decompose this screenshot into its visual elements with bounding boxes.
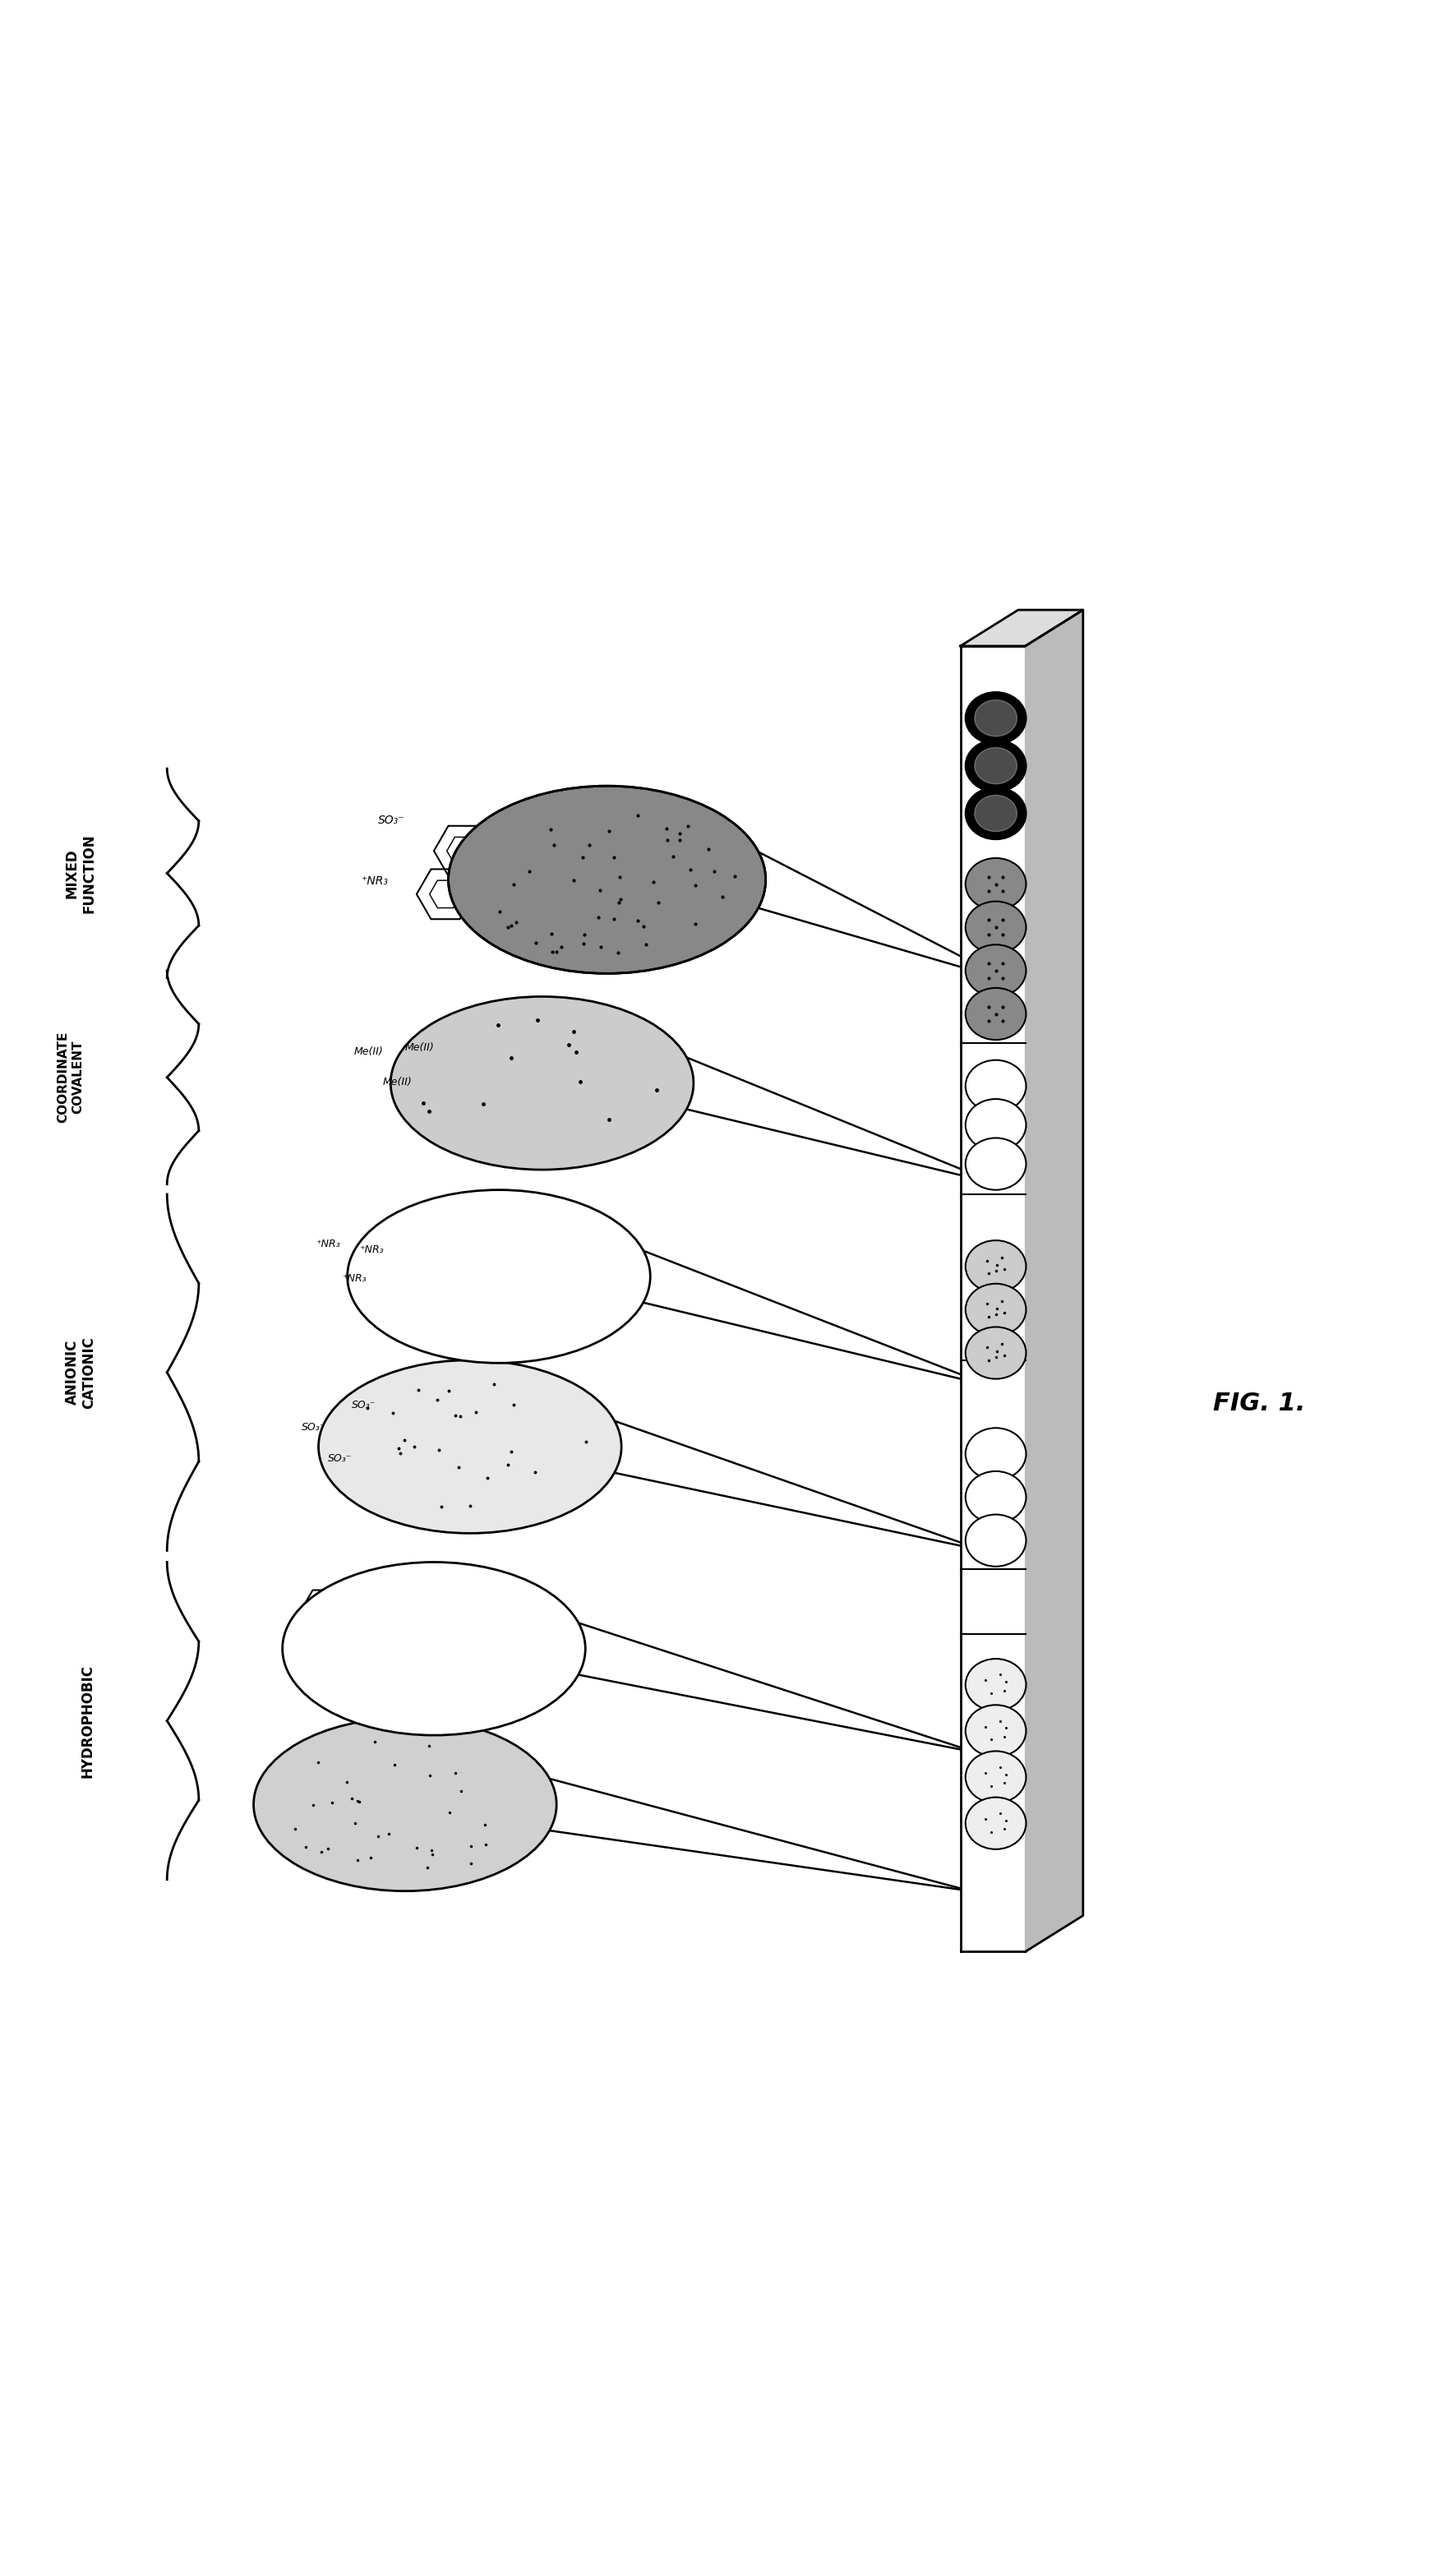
Ellipse shape bbox=[975, 747, 1017, 783]
Text: ⁺NR₃: ⁺NR₃ bbox=[316, 1239, 339, 1249]
Ellipse shape bbox=[965, 1139, 1025, 1190]
Ellipse shape bbox=[282, 1561, 585, 1736]
Ellipse shape bbox=[448, 786, 765, 974]
Ellipse shape bbox=[965, 1427, 1025, 1479]
Polygon shape bbox=[1025, 611, 1083, 1953]
Ellipse shape bbox=[965, 1242, 1025, 1293]
Polygon shape bbox=[960, 647, 1025, 1953]
Text: FIG. 1.: FIG. 1. bbox=[1212, 1391, 1304, 1414]
Text: SO₃⁻: SO₃⁻ bbox=[302, 1422, 325, 1432]
Text: Me(II): Me(II) bbox=[354, 1046, 383, 1056]
Ellipse shape bbox=[965, 1327, 1025, 1378]
Ellipse shape bbox=[965, 788, 1025, 840]
Text: SO₃⁻: SO₃⁻ bbox=[352, 1399, 375, 1412]
Polygon shape bbox=[960, 611, 1083, 647]
Ellipse shape bbox=[965, 1100, 1025, 1151]
Ellipse shape bbox=[347, 1190, 650, 1363]
Text: Me(II): Me(II) bbox=[404, 1043, 433, 1054]
Text: ⁺NR₃: ⁺NR₃ bbox=[360, 1244, 383, 1255]
Ellipse shape bbox=[965, 1061, 1025, 1113]
Text: COORDINATE
COVALENT: COORDINATE COVALENT bbox=[56, 1030, 84, 1123]
Ellipse shape bbox=[975, 796, 1017, 832]
Ellipse shape bbox=[318, 1360, 621, 1533]
Ellipse shape bbox=[965, 1283, 1025, 1334]
Ellipse shape bbox=[965, 739, 1025, 791]
Ellipse shape bbox=[390, 997, 693, 1170]
Ellipse shape bbox=[965, 1752, 1025, 1803]
Text: SO₃⁻: SO₃⁻ bbox=[378, 814, 404, 827]
Ellipse shape bbox=[965, 1705, 1025, 1757]
Text: MIXED
FUNCTION: MIXED FUNCTION bbox=[65, 835, 97, 912]
Ellipse shape bbox=[965, 1515, 1025, 1566]
Ellipse shape bbox=[965, 989, 1025, 1041]
Ellipse shape bbox=[965, 945, 1025, 997]
Text: SO₃⁻: SO₃⁻ bbox=[328, 1453, 351, 1463]
Text: ANIONIC
CATIONIC: ANIONIC CATIONIC bbox=[65, 1337, 97, 1409]
Ellipse shape bbox=[965, 858, 1025, 909]
Text: Me(II): Me(II) bbox=[383, 1077, 412, 1087]
Ellipse shape bbox=[965, 693, 1025, 744]
Text: HYDROPHOBIC: HYDROPHOBIC bbox=[81, 1664, 95, 1777]
Ellipse shape bbox=[975, 701, 1017, 737]
Ellipse shape bbox=[254, 1718, 556, 1891]
Ellipse shape bbox=[965, 902, 1025, 953]
Ellipse shape bbox=[965, 1659, 1025, 1710]
Ellipse shape bbox=[965, 1798, 1025, 1850]
Text: ⁺NR₃: ⁺NR₃ bbox=[361, 876, 387, 886]
Ellipse shape bbox=[965, 1471, 1025, 1522]
Text: ⁺NR₃: ⁺NR₃ bbox=[342, 1273, 365, 1283]
